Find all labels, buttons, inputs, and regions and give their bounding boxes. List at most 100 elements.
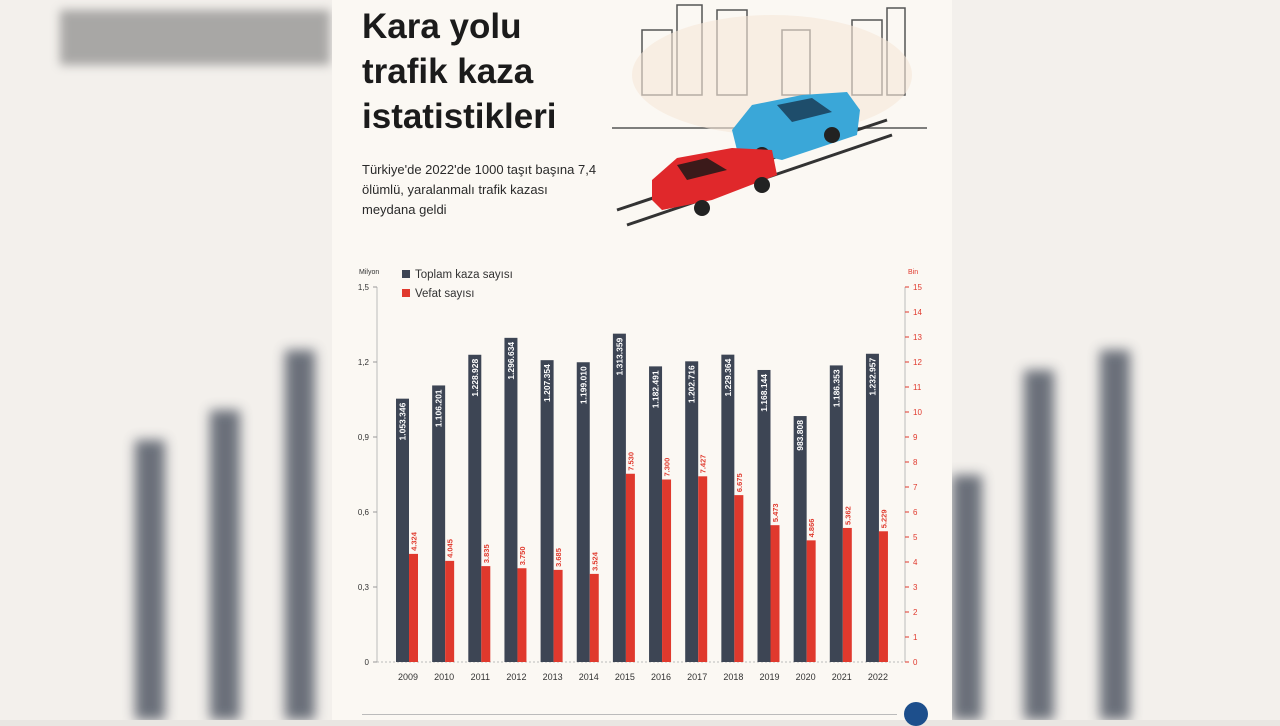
bar-deaths-label: 7.530 bbox=[626, 452, 635, 471]
left-tick-label: 1,5 bbox=[358, 283, 370, 292]
right-axis-unit: Bin bbox=[908, 269, 918, 276]
x-tick-label: 2009 bbox=[398, 672, 418, 682]
x-tick-label: 2013 bbox=[543, 672, 563, 682]
bar-total bbox=[685, 361, 699, 662]
bar-total bbox=[504, 337, 518, 662]
bar-total-label: 1.232.957 bbox=[867, 358, 877, 396]
blue-car bbox=[732, 92, 860, 163]
infographic-panel: Kara yolu trafik kaza istatistikleri Tür… bbox=[332, 0, 952, 726]
red-car bbox=[652, 148, 777, 216]
left-tick-label: 0,3 bbox=[358, 583, 370, 592]
title-line: istatistikleri bbox=[362, 97, 557, 136]
bar-deaths bbox=[770, 525, 780, 662]
bar-total bbox=[432, 385, 446, 662]
bar-total-label: 1.229.364 bbox=[723, 358, 733, 396]
bar-total bbox=[540, 360, 554, 662]
bar-chart: Milyon Bin00,30,60,91,21,5012345678910111… bbox=[358, 269, 923, 682]
bar-deaths-label: 7.300 bbox=[663, 458, 672, 477]
right-tick-label: 11 bbox=[913, 383, 922, 392]
bar-total bbox=[757, 369, 771, 662]
bar-deaths-label: 3.685 bbox=[554, 548, 563, 567]
bar-total bbox=[865, 353, 879, 662]
x-tick-label: 2014 bbox=[579, 672, 599, 682]
bar-deaths bbox=[734, 495, 744, 662]
bar-total bbox=[468, 354, 482, 662]
bar-deaths-label: 7.427 bbox=[699, 455, 708, 474]
right-tick-label: 5 bbox=[913, 533, 918, 542]
bar-deaths-label: 4.324 bbox=[410, 531, 419, 551]
left-tick-label: 1,2 bbox=[358, 358, 370, 367]
bar-total bbox=[612, 333, 626, 662]
bar-total-label: 1.106.201 bbox=[434, 389, 444, 427]
right-tick-label: 14 bbox=[913, 308, 922, 317]
right-tick-label: 4 bbox=[913, 558, 918, 567]
bar-deaths-label: 6.675 bbox=[735, 473, 744, 492]
bar-deaths bbox=[625, 473, 635, 662]
right-tick-label: 7 bbox=[913, 483, 918, 492]
x-tick-label: 2018 bbox=[723, 672, 743, 682]
right-tick-label: 2 bbox=[913, 608, 918, 617]
right-tick-label: 15 bbox=[913, 283, 922, 292]
x-tick-label: 2012 bbox=[506, 672, 526, 682]
subtitle: Türkiye'de 2022'de 1000 taşıt başına 7,4… bbox=[362, 162, 597, 217]
bar-total-label: 1.168.144 bbox=[759, 374, 769, 412]
bar-total-label: 1.053.346 bbox=[398, 402, 408, 440]
bar-deaths-label: 4.866 bbox=[807, 519, 816, 538]
bar-total-label: 1.228.928 bbox=[470, 359, 480, 397]
bar-deaths bbox=[517, 568, 527, 662]
bar-total bbox=[649, 366, 663, 662]
bar-deaths-label: 3.524 bbox=[590, 551, 599, 571]
legend-item-deaths: Vefat sayısı bbox=[402, 285, 513, 304]
bar-total-label: 1.186.353 bbox=[831, 369, 841, 407]
right-tick-label: 1 bbox=[913, 633, 918, 642]
aa-logo-icon bbox=[904, 702, 928, 726]
bar-total-label: 1.207.354 bbox=[542, 364, 552, 402]
bar-deaths bbox=[878, 531, 888, 662]
bar-total bbox=[829, 365, 843, 662]
bar-total bbox=[793, 416, 807, 662]
bar-total-label: 1.296.634 bbox=[506, 342, 516, 380]
car-crash-illustration bbox=[612, 4, 927, 227]
bar-total-label: 1.202.716 bbox=[687, 365, 697, 403]
chart-legend: Toplam kaza sayısı Vefat sayısı bbox=[402, 266, 513, 304]
right-tick-label: 6 bbox=[913, 508, 918, 517]
x-tick-label: 2017 bbox=[687, 672, 707, 682]
blurred-background-left bbox=[0, 0, 332, 720]
bar-deaths bbox=[409, 553, 418, 662]
bar-deaths-label: 4.045 bbox=[446, 539, 455, 558]
right-tick-label: 13 bbox=[913, 333, 922, 342]
bar-deaths bbox=[481, 566, 491, 662]
bar-total bbox=[721, 354, 735, 662]
left-tick-label: 0 bbox=[365, 658, 370, 667]
bar-deaths-label: 3.750 bbox=[518, 546, 527, 565]
right-tick-label: 3 bbox=[913, 583, 918, 592]
bar-deaths-label: 5.473 bbox=[771, 503, 780, 522]
bar-deaths bbox=[662, 479, 672, 662]
bar-deaths bbox=[445, 560, 455, 662]
right-tick-label: 9 bbox=[913, 433, 918, 442]
right-tick-label: 12 bbox=[913, 358, 922, 367]
bar-total bbox=[396, 398, 409, 662]
bar-total bbox=[576, 362, 590, 662]
page-title: Kara yolu trafik kaza istatistikleri bbox=[362, 4, 557, 139]
bar-total-label: 1.182.491 bbox=[651, 370, 661, 408]
bar-total-label: 983.808 bbox=[795, 420, 805, 451]
bar-deaths bbox=[806, 540, 816, 662]
bar-deaths-label: 5.229 bbox=[879, 509, 888, 528]
bar-deaths-label: 3.835 bbox=[482, 544, 491, 563]
x-tick-label: 2020 bbox=[796, 672, 816, 682]
bar-total-label: 1.313.359 bbox=[614, 337, 624, 375]
x-tick-label: 2022 bbox=[868, 672, 888, 682]
bar-deaths bbox=[589, 573, 599, 662]
x-tick-label: 2016 bbox=[651, 672, 671, 682]
title-line: trafik kaza bbox=[362, 52, 534, 91]
right-tick-label: 0 bbox=[913, 658, 918, 667]
bar-deaths-label: 5.362 bbox=[843, 506, 852, 525]
left-tick-label: 0,6 bbox=[358, 508, 370, 517]
bar-total-label: 1.199.010 bbox=[578, 366, 588, 404]
footer-divider bbox=[362, 714, 897, 715]
blurred-background-right bbox=[952, 0, 1280, 720]
left-axis-unit: Milyon bbox=[359, 269, 379, 276]
right-tick-label: 10 bbox=[913, 408, 922, 417]
title-line: Kara yolu bbox=[362, 7, 522, 46]
